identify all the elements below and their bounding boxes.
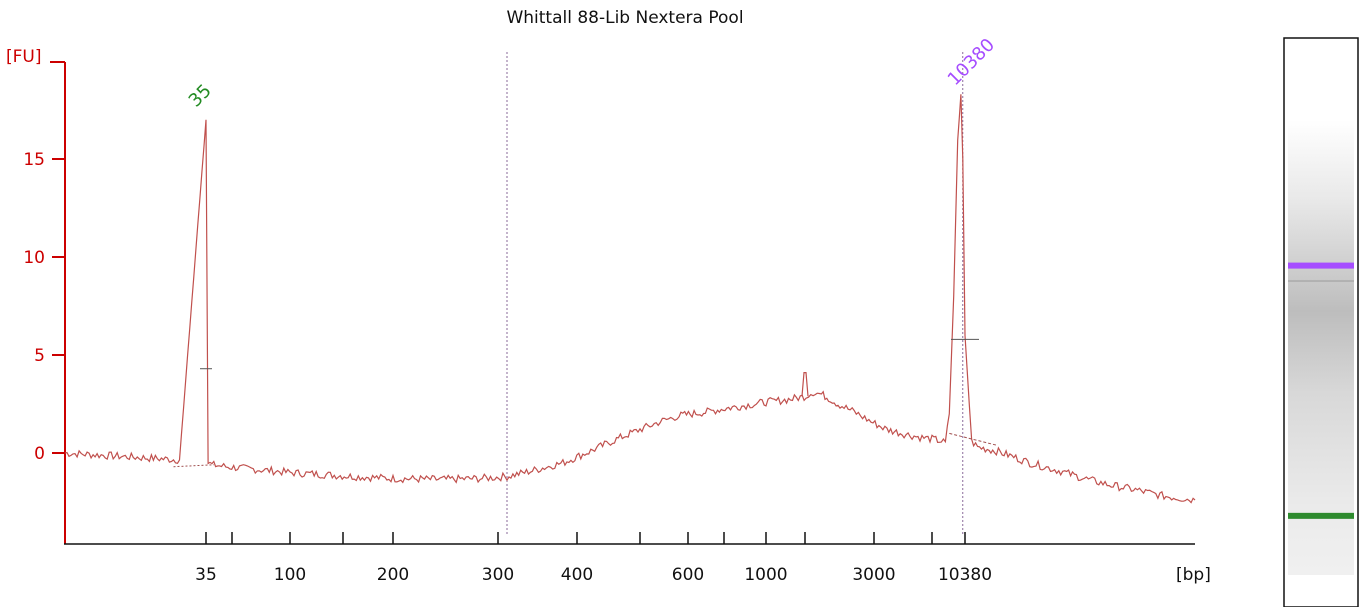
gel-bands [1288,262,1354,519]
peak-baseline [949,432,997,446]
gel-lane [1283,37,1359,607]
peak-label: 35 [185,80,216,111]
x-tick-label: 300 [482,565,514,585]
x-axis-ticks: 35 100 200 300 400 600 1000 3000 10380 [195,532,992,585]
x-tick-label: 600 [672,565,704,585]
y-tick-label: 15 [23,150,45,170]
x-tick-label: 1000 [744,565,787,585]
gel-band-upper-marker [1288,262,1354,269]
peak-baseline [173,464,215,468]
y-tick-label: 0 [34,444,45,464]
gel-lane-smear [1288,120,1354,575]
x-tick-label: 100 [274,565,306,585]
gel-band-lower-marker [1288,512,1354,519]
x-tick-label: 400 [561,565,593,585]
x-tick-label: 200 [377,565,409,585]
spike-peak [801,372,809,397]
region-markers [506,52,964,536]
y-axis-unit: [FU] [6,47,42,67]
chart-title: Whittall 88-Lib Nextera Pool [506,8,743,28]
peak-label: 10380 [944,35,999,90]
y-tick-label: 5 [34,346,45,366]
x-tick-label: 3000 [852,565,895,585]
x-axis-unit: [bp] [1176,565,1211,585]
x-tick-label: 10380 [938,565,992,585]
signal-trace [64,94,1196,504]
y-axis-ticks: 0 5 10 15 [23,61,65,464]
trace-layer [64,94,1196,504]
x-tick-label: 35 [195,565,217,585]
peak-labels: 35 10380 [185,35,999,370]
y-tick-label: 10 [23,248,45,268]
